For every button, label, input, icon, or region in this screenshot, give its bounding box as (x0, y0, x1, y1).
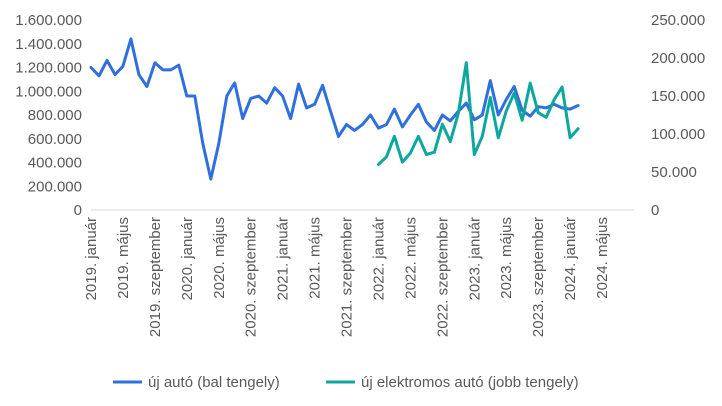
x-tick-label: 2021. május (307, 217, 324, 299)
x-tick-label: 2019. szeptember (147, 217, 164, 337)
right-y-tick-label: 50.000 (651, 164, 697, 181)
series-line-new-electric-car (377, 61, 580, 166)
x-tick-label: 2024. január (562, 217, 579, 300)
x-tick-label: 2023. január (466, 217, 483, 300)
left-y-tick-label: 1.000.000 (15, 83, 82, 100)
x-tick-label: 2021. január (275, 217, 292, 300)
left-y-tick-label: 1.400.000 (15, 36, 82, 53)
x-tick-label: 2019. január (83, 217, 100, 300)
legend-label-new-car: új autó (bal tengely) (148, 374, 280, 391)
left-y-tick-label: 400.000 (28, 155, 82, 172)
x-axis: 2019. január 2019. május 2019. szeptember 2… (83, 217, 611, 337)
x-tick-label: 2020. január (179, 217, 196, 300)
left-y-tick-label: 800.000 (28, 107, 82, 124)
x-tick-label: 2021. szeptember (339, 217, 356, 337)
x-tick-label: 2022. szeptember (434, 217, 451, 337)
left-y-tick-label: 1.600.000 (15, 12, 82, 29)
right-y-tick-label: 0 (651, 202, 659, 219)
left-y-tick-label: 0 (74, 202, 82, 219)
right-y-tick-label: 200.000 (651, 50, 705, 67)
left-y-tick-label: 200.000 (28, 178, 82, 195)
x-tick-label: 2020. május (211, 217, 228, 299)
x-tick-label: 2020. szeptember (243, 217, 260, 337)
x-tick-label: 2022. január (370, 217, 387, 300)
left-y-tick-label: 600.000 (28, 131, 82, 148)
x-tick-label: 2019. május (115, 217, 132, 299)
x-tick-label: 2023. szeptember (530, 217, 547, 337)
right-y-axis: 0 50.000 100.000 150.000 200.000 250.000 (651, 12, 705, 219)
left-y-tick-label: 1.200.000 (15, 60, 82, 77)
x-tick-label: 2024. május (594, 217, 611, 299)
left-y-axis: 0 200.000 400.000 600.000 800.000 1.000.000 1.… (15, 12, 82, 219)
right-y-tick-label: 100.000 (651, 126, 705, 143)
x-tick-label: 2022. május (402, 217, 419, 299)
right-y-tick-label: 150.000 (651, 88, 705, 105)
legend: új autó (bal tengely) új elektromos autó … (113, 374, 579, 391)
x-tick-label: 2023. május (498, 217, 515, 299)
legend-label-new-electric-car: új elektromos autó (jobb tengely) (361, 374, 579, 391)
series-line-new-car (89, 37, 580, 181)
right-y-tick-label: 250.000 (651, 12, 705, 29)
series-layer (89, 37, 580, 181)
